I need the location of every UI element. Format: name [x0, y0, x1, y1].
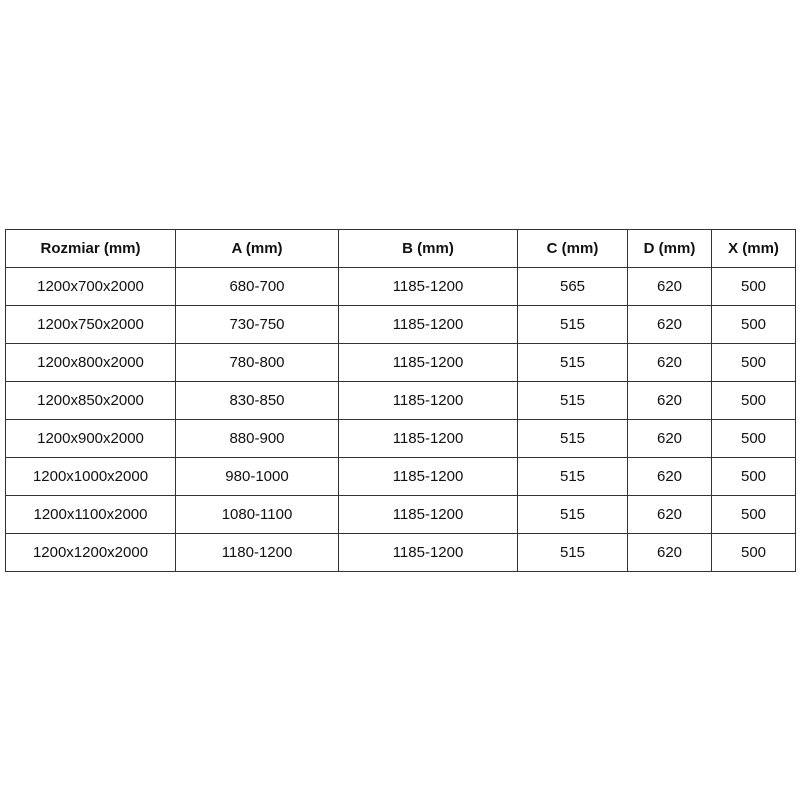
cell-b: 1185-1200 [338, 533, 518, 572]
cell-c: 515 [517, 495, 628, 534]
cell-x: 500 [711, 381, 796, 420]
header-x: X (mm) [711, 229, 796, 268]
cell-d: 620 [627, 495, 712, 534]
table-row: 1200x700x2000 680-700 1185-1200 565 620 500 [5, 267, 796, 306]
cell-x: 500 [711, 305, 796, 344]
cell-a: 780-800 [175, 343, 339, 382]
header-row: Rozmiar (mm) A (mm) B (mm) C (mm) D (mm)… [5, 229, 796, 268]
cell-b: 1185-1200 [338, 419, 518, 458]
cell-x: 500 [711, 457, 796, 496]
cell-rozmiar: 1200x1100x2000 [5, 495, 176, 534]
table-row: 1200x1100x2000 1080-1100 1185-1200 515 620 50… [5, 495, 796, 534]
cell-c: 515 [517, 343, 628, 382]
cell-c: 515 [517, 381, 628, 420]
cell-d: 620 [627, 343, 712, 382]
header-d: D (mm) [627, 229, 712, 268]
cell-rozmiar: 1200x700x2000 [5, 267, 176, 306]
cell-c: 515 [517, 419, 628, 458]
cell-a: 1080-1100 [175, 495, 339, 534]
cell-d: 620 [627, 267, 712, 306]
table-row: 1200x1200x2000 1180-1200 1185-1200 515 620 50… [5, 533, 796, 572]
cell-c: 515 [517, 457, 628, 496]
header-b: B (mm) [338, 229, 518, 268]
cell-c: 515 [517, 533, 628, 572]
cell-a: 980-1000 [175, 457, 339, 496]
cell-b: 1185-1200 [338, 381, 518, 420]
cell-rozmiar: 1200x1000x2000 [5, 457, 176, 496]
cell-rozmiar: 1200x1200x2000 [5, 533, 176, 572]
cell-rozmiar: 1200x800x2000 [5, 343, 176, 382]
table-row: 1200x800x2000 780-800 1185-1200 515 620 500 [5, 343, 796, 382]
cell-x: 500 [711, 343, 796, 382]
header-a: A (mm) [175, 229, 339, 268]
cell-a: 830-850 [175, 381, 339, 420]
cell-a: 1180-1200 [175, 533, 339, 572]
cell-a: 730-750 [175, 305, 339, 344]
cell-b: 1185-1200 [338, 495, 518, 534]
cell-x: 500 [711, 419, 796, 458]
header-rozmiar: Rozmiar (mm) [5, 229, 176, 268]
cell-a: 680-700 [175, 267, 339, 306]
header-c: C (mm) [517, 229, 628, 268]
table-row: 1200x850x2000 830-850 1185-1200 515 620 500 [5, 381, 796, 420]
cell-b: 1185-1200 [338, 267, 518, 306]
cell-rozmiar: 1200x900x2000 [5, 419, 176, 458]
cell-x: 500 [711, 267, 796, 306]
cell-x: 500 [711, 495, 796, 534]
table-row: 1200x1000x2000 980-1000 1185-1200 515 620 500 [5, 457, 796, 496]
cell-b: 1185-1200 [338, 343, 518, 382]
cell-x: 500 [711, 533, 796, 572]
table-row: 1200x900x2000 880-900 1185-1200 515 620 500 [5, 419, 796, 458]
dimensions-table: Rozmiar (mm) A (mm) B (mm) C (mm) D (mm)… [5, 229, 796, 572]
cell-c: 515 [517, 305, 628, 344]
cell-d: 620 [627, 381, 712, 420]
cell-d: 620 [627, 419, 712, 458]
cell-a: 880-900 [175, 419, 339, 458]
table-row: 1200x750x2000 730-750 1185-1200 515 620 500 [5, 305, 796, 344]
cell-rozmiar: 1200x750x2000 [5, 305, 176, 344]
cell-d: 620 [627, 533, 712, 572]
cell-rozmiar: 1200x850x2000 [5, 381, 176, 420]
cell-b: 1185-1200 [338, 457, 518, 496]
cell-c: 565 [517, 267, 628, 306]
cell-b: 1185-1200 [338, 305, 518, 344]
cell-d: 620 [627, 305, 712, 344]
cell-d: 620 [627, 457, 712, 496]
